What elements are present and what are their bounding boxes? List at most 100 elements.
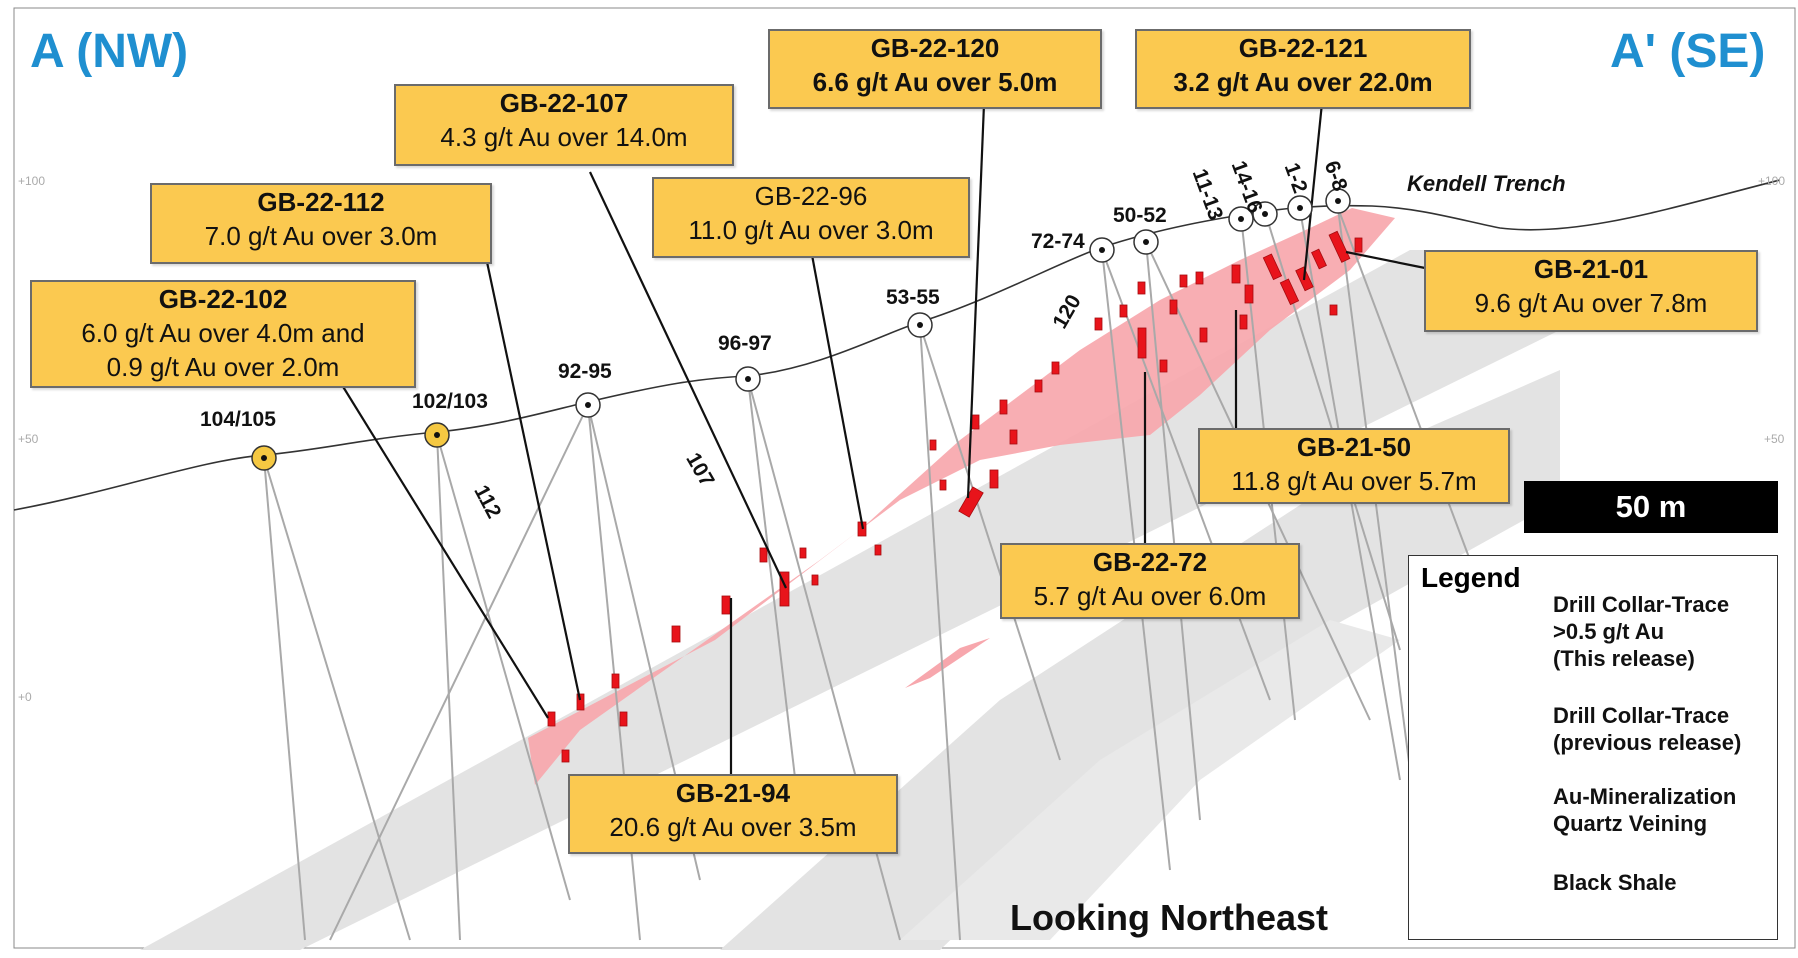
legend-item-black-shale: Black Shale	[1553, 869, 1677, 896]
callout-title: GB-21-50	[1296, 432, 1412, 462]
drill-trace	[919, 324, 961, 941]
intercept-segment	[874, 544, 882, 556]
view-direction-label: Looking Northeast	[1010, 897, 1329, 938]
section-end-label: A' (SE)	[1610, 25, 1766, 78]
yellow-collars	[251, 422, 450, 471]
black-shale-band	[900, 620, 1400, 940]
callout-gb-21-94: GB-21-94 20.6 g/t Au over 3.5m	[568, 774, 898, 854]
elevation-label-left-top: +100	[18, 174, 46, 188]
legend-box: Legend Drill Collar-Trace >0.5 g/t Au (T…	[1408, 555, 1778, 940]
collar-label: 72-74	[1031, 230, 1085, 253]
collar-center-dot	[917, 322, 923, 328]
intercept-segment	[971, 414, 980, 430]
leader-gb-22-96	[810, 254, 865, 530]
callout-gb-22-107: GB-22-107 4.3 g/t Au over 14.0m	[394, 84, 734, 166]
intercept-segment	[721, 595, 731, 615]
collar-label: 50-52	[1113, 204, 1167, 227]
collar-center-dot	[1297, 205, 1303, 211]
callout-title: GB-22-121	[1238, 33, 1368, 63]
intercept-segment	[1009, 429, 1018, 445]
intercept-segment	[1279, 278, 1300, 306]
intercept-segment	[1195, 271, 1204, 285]
callout-gb-22-112: GB-22-112 7.0 g/t Au over 3.0m	[150, 183, 492, 264]
drill-trace	[747, 378, 801, 821]
intercept-segment	[576, 693, 585, 711]
intercept-segment	[929, 439, 937, 451]
intercept-segment	[1159, 359, 1168, 373]
callout-title: GB-22-112	[257, 187, 385, 217]
collar-label: 92-95	[558, 360, 612, 383]
legend-item-previous-release: Drill Collar-Trace (previous release)	[1553, 702, 1741, 756]
intercept-segment	[1137, 327, 1147, 359]
collar-label: 104/105	[200, 408, 276, 431]
intercept-segment	[1329, 304, 1338, 316]
collar-center-dot	[1335, 198, 1341, 204]
callout-leaders	[341, 102, 1426, 776]
drill-trace	[263, 457, 411, 941]
elevation-label-right-top: +100	[1758, 174, 1786, 188]
intercept-segment	[958, 486, 984, 518]
au-mineralization-zone	[528, 208, 1395, 785]
intercept-segment	[1231, 264, 1241, 284]
legend-line: Quartz Veining	[1553, 811, 1708, 836]
collar-center-dot	[745, 376, 751, 382]
collar-center-dot	[1099, 247, 1105, 253]
elevation-label-left-mid: +50	[18, 432, 39, 446]
callout-gb-22-96: GB-22-96 11.0 g/t Au over 3.0m	[652, 177, 970, 258]
callout-title: GB-21-94	[675, 778, 791, 808]
drill-trace	[1101, 249, 1271, 701]
callout-gb-22-102: GB-22-102 6.0 g/t Au over 4.0m and 0.9 g…	[30, 280, 416, 388]
callout-grade: 7.0 g/t Au over 3.0m	[204, 221, 438, 251]
callout-title: GB-22-72	[1092, 547, 1208, 577]
callout-grade: 0.9 g/t Au over 2.0m	[106, 352, 340, 382]
drill-trace	[1145, 241, 1201, 821]
black-shale-band	[720, 370, 1560, 950]
collar-label: 53-55	[886, 286, 940, 309]
callout-gb-22-72: GB-22-72 5.7 g/t Au over 6.0m	[1000, 543, 1300, 619]
intercept-segment	[939, 479, 947, 491]
callout-grade: 20.6 g/t Au over 3.5m	[609, 812, 857, 842]
intercept-segment	[1119, 304, 1128, 318]
section-start-label: A (NW)	[30, 25, 189, 78]
legend-title: Legend	[1421, 562, 1521, 593]
intercept-segment	[671, 625, 681, 643]
callout-gb-21-01: GB-21-01 9.6 g/t Au over 7.8m	[1424, 250, 1758, 332]
intercept-segment	[1239, 314, 1248, 330]
drill-trace	[919, 324, 1061, 761]
collar-label: 102/103	[412, 390, 488, 413]
collar-center-dot	[434, 432, 440, 438]
black-shale-band	[140, 250, 1560, 950]
leader-gb-21-01	[1345, 250, 1426, 270]
callout-title: GB-22-96	[754, 181, 868, 211]
leader-gb-22-120	[966, 103, 986, 499]
callout-title: GB-21-01	[1533, 254, 1649, 284]
elevation-label-right-mid: +50	[1764, 432, 1785, 446]
intercept-segment	[989, 469, 999, 489]
callout-gb-21-50: GB-21-50 11.8 g/t Au over 5.7m	[1198, 428, 1510, 504]
au-mineralization-lens	[905, 638, 990, 688]
collar-center-dot	[1238, 216, 1244, 222]
intercept-segment	[1328, 230, 1351, 263]
leader-gb-22-107	[589, 171, 787, 589]
callout-title: GB-22-102	[158, 284, 288, 314]
intercept-segment	[1169, 299, 1178, 315]
legend-item-mineralization: Au-Mineralization Quartz Veining	[1553, 783, 1736, 837]
intercept-segment	[561, 749, 570, 763]
intercept-segment	[759, 547, 768, 563]
drill-trace	[329, 404, 589, 941]
legend-line: Au-Mineralization	[1553, 784, 1737, 809]
collar-center-dot	[585, 402, 591, 408]
intercept-segment	[999, 399, 1008, 415]
intercept-segment	[799, 547, 807, 559]
legend-line: (previous release)	[1553, 730, 1742, 755]
leader-gb-22-112	[485, 261, 582, 701]
callout-title: GB-22-107	[499, 88, 629, 118]
elevation-label-left-low: +0	[18, 690, 32, 704]
kendell-trench-label: Kendell Trench	[1407, 171, 1566, 196]
intercept-segment	[811, 574, 819, 586]
intercept-segment	[611, 673, 620, 689]
intercept-segment	[1179, 274, 1188, 288]
collar-center-dot	[261, 455, 267, 461]
intercept-segment	[1354, 237, 1363, 253]
